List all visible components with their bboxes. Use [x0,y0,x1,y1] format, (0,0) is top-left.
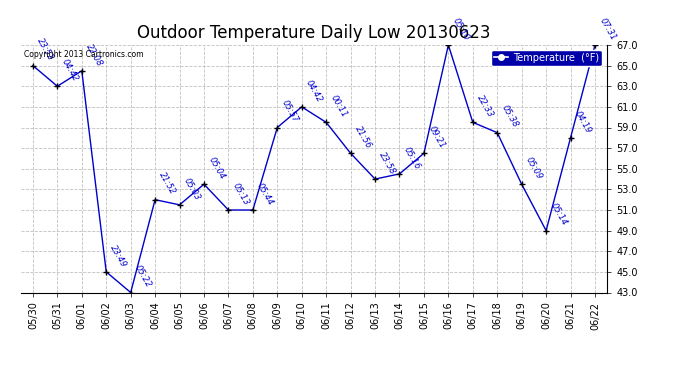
Text: 23:49: 23:49 [109,243,128,269]
Text: 05:04: 05:04 [206,156,226,181]
Text: 05:16: 05:16 [402,145,422,171]
Text: 23:58: 23:58 [377,150,397,176]
Text: 05:22: 05:22 [133,264,153,290]
Title: Outdoor Temperature Daily Low 20130623: Outdoor Temperature Daily Low 20130623 [137,24,491,42]
Text: 23:52: 23:52 [35,37,55,63]
Text: 21:56: 21:56 [353,124,373,150]
Text: 04:42: 04:42 [60,57,80,83]
Text: 22:08: 22:08 [84,42,104,68]
Text: 00:11: 00:11 [328,94,348,119]
Text: 05:03: 05:03 [182,176,202,202]
Text: 07:31: 07:31 [598,16,618,42]
Text: 05:38: 05:38 [500,104,520,129]
Text: 22:33: 22:33 [475,94,495,119]
Text: 05:57: 05:57 [279,99,299,124]
Text: 05:09: 05:09 [524,156,544,181]
Text: 21:52: 21:52 [157,171,177,196]
Text: 09:21: 09:21 [426,124,446,150]
Text: Copyright 2013 Cartronics.com: Copyright 2013 Cartronics.com [23,50,143,59]
Text: 04:19: 04:19 [573,109,593,135]
Text: 05:44: 05:44 [255,181,275,207]
Text: 05:13: 05:13 [231,181,251,207]
Text: 04:42: 04:42 [304,78,324,104]
Legend: Temperature  (°F): Temperature (°F) [491,50,602,66]
Text: 05:10: 05:10 [451,16,471,42]
Text: 05:14: 05:14 [549,202,569,228]
